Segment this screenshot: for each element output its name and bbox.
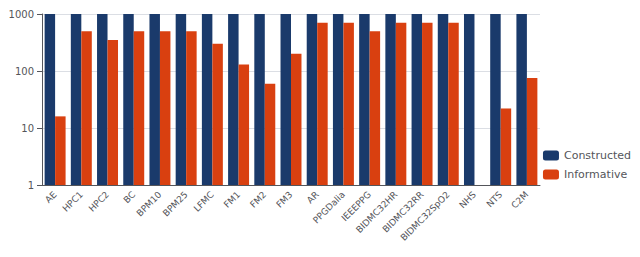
svg-text:HPC1: HPC1	[61, 189, 85, 213]
svg-text:BC: BC	[122, 189, 138, 205]
svg-text:10: 10	[21, 123, 34, 134]
svg-text:Constructed: Constructed	[564, 149, 631, 162]
svg-text:BIDMC32RR: BIDMC32RR	[380, 189, 426, 235]
svg-text:FM3: FM3	[274, 189, 294, 209]
svg-text:C2M: C2M	[509, 189, 530, 210]
svg-text:PPGDalia: PPGDalia	[311, 189, 347, 225]
svg-text:BIDMC32HR: BIDMC32HR	[354, 189, 400, 235]
svg-text:IEEEPPG: IEEEPPG	[339, 189, 374, 223]
svg-text:HPC2: HPC2	[87, 189, 111, 213]
svg-text:NHS: NHS	[457, 189, 478, 210]
svg-text:1000: 1000	[9, 9, 34, 20]
svg-text:NTS: NTS	[484, 189, 504, 209]
svg-text:Informative: Informative	[564, 168, 627, 181]
svg-text:BIDMC32SpO2: BIDMC32SpO2	[398, 189, 451, 242]
svg-text:AR: AR	[305, 189, 321, 205]
svg-text:BPM10: BPM10	[135, 189, 164, 218]
svg-text:FM1: FM1	[222, 189, 242, 209]
svg-text:1: 1	[28, 180, 34, 191]
svg-text:LFMC: LFMC	[192, 189, 216, 213]
svg-text:AE: AE	[43, 189, 59, 205]
svg-text:BPM25: BPM25	[161, 189, 190, 218]
svg-text:100: 100	[15, 66, 34, 77]
svg-text:FM2: FM2	[248, 189, 268, 209]
